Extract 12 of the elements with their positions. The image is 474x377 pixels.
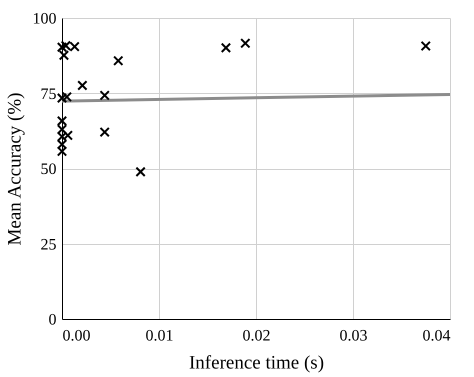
x-tick-label: 0.03 [340, 328, 368, 344]
y-tick-label: 50 [40, 161, 56, 178]
x-tick-label: 0.00 [62, 328, 90, 344]
y-tick-label: 100 [32, 10, 56, 28]
y-tick-label: 25 [40, 236, 56, 254]
x-tick-label: 0.04 [422, 328, 450, 344]
y-tick-label: 75 [40, 86, 56, 103]
y-axis-title: Mean Accuracy (%) [4, 92, 26, 246]
x-tick-label: 0.02 [242, 328, 270, 344]
x-tick-label: 0.01 [146, 328, 174, 344]
x-axis-title: Inference time (s) [188, 352, 324, 374]
y-tick-label: 0 [48, 312, 56, 328]
